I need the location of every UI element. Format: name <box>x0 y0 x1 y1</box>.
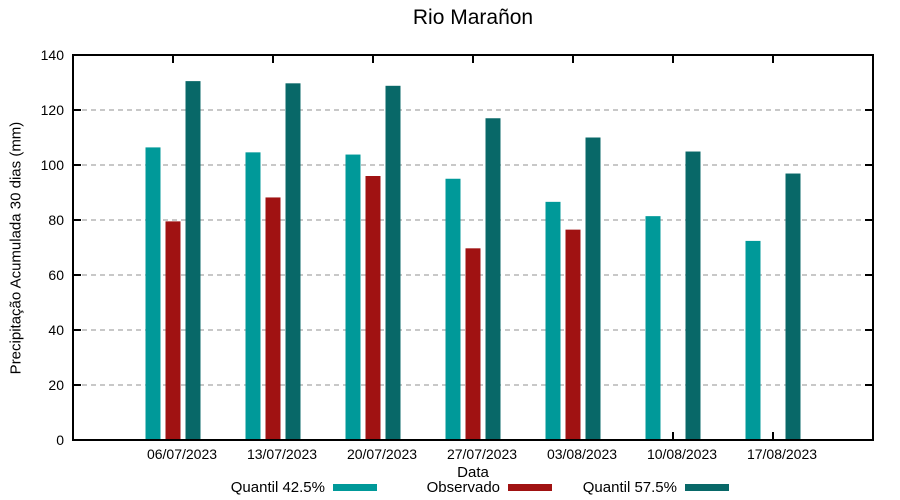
y-tick-label: 80 <box>48 212 64 228</box>
y-tick-label: 20 <box>48 377 64 393</box>
bar <box>245 152 261 440</box>
x-tick-label: 10/08/2023 <box>647 446 717 462</box>
y-tick-label: 140 <box>41 47 65 63</box>
legend-entry-observado: Observado <box>390 478 552 496</box>
bar <box>465 248 481 440</box>
bar <box>485 118 501 440</box>
bar <box>145 147 161 440</box>
x-tick-label: 17/08/2023 <box>747 446 817 462</box>
bar <box>165 221 181 440</box>
bar <box>445 178 461 440</box>
legend-entry-quantil-42-5: Quantil 42.5% <box>180 478 377 496</box>
x-tick-label: 06/07/2023 <box>147 446 217 462</box>
legend-swatch-quantil-57-5 <box>685 484 729 491</box>
bar <box>365 176 381 440</box>
bar <box>685 151 701 440</box>
bar <box>745 240 761 440</box>
legend-swatch-observado <box>508 484 552 491</box>
legend-entry-quantil-57-5: Quantil 57.5% <box>532 478 729 496</box>
y-tick-label: 40 <box>48 322 64 338</box>
bar <box>545 201 561 440</box>
bar <box>345 154 361 441</box>
x-axis-title: Data <box>457 464 489 481</box>
bar <box>285 83 301 440</box>
bar <box>385 85 401 441</box>
legend-label-quantil-42-5: Quantil 42.5% <box>230 478 325 496</box>
chart-title: Rio Marañon <box>412 6 534 29</box>
legend-label-observado: Observado <box>426 478 500 496</box>
y-tick-label: 120 <box>41 102 65 118</box>
bar <box>585 137 601 440</box>
plot-border <box>72 54 874 441</box>
bar <box>185 81 201 440</box>
x-tick-label: 13/07/2023 <box>247 446 317 462</box>
y-tick-label: 60 <box>48 267 64 283</box>
x-tick-label: 03/08/2023 <box>547 446 617 462</box>
bar <box>265 197 281 440</box>
legend-swatch-quantil-42-5 <box>333 484 377 491</box>
bar <box>565 229 581 440</box>
bar <box>785 173 801 440</box>
x-tick-label: 20/07/2023 <box>347 446 417 462</box>
legend-label-quantil-57-5: Quantil 57.5% <box>582 478 677 496</box>
bar <box>645 216 661 440</box>
x-tick-label: 27/07/2023 <box>447 446 517 462</box>
y-tick-label: 100 <box>41 157 65 173</box>
y-tick-label: 0 <box>56 432 64 448</box>
